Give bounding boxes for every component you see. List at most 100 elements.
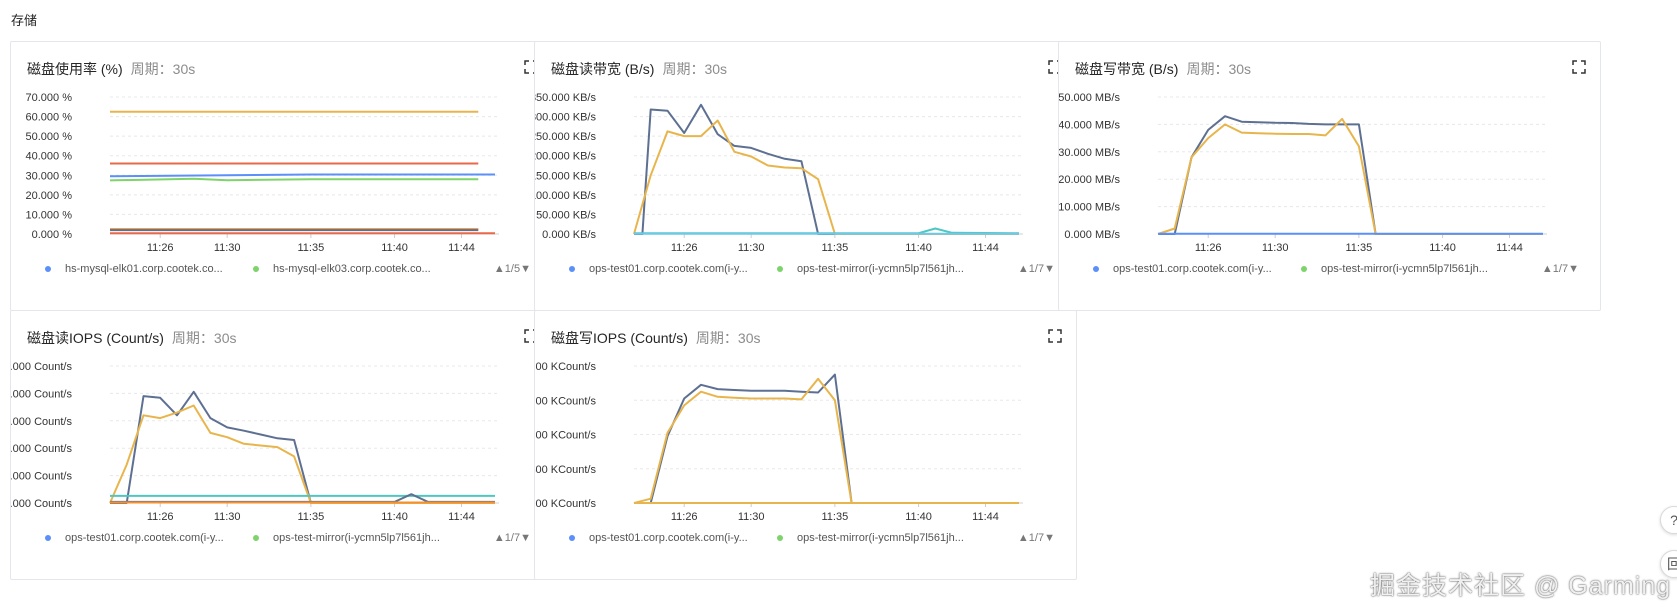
legend-item[interactable]: ops-test01.corp.cootek.com(i-y... (569, 532, 748, 544)
series-line (634, 373, 1019, 504)
x-tick-label: 11:44 (1496, 242, 1523, 254)
y-tick-label: 0.000 % (32, 229, 73, 241)
legend-item[interactable]: ops-test01.corp.cootek.com(i-y... (45, 532, 224, 544)
y-tick-label: 5.000 Count/s (11, 471, 72, 483)
legend-pager[interactable]: ▲1/5▼ (493, 263, 531, 275)
x-tick-label: 11:40 (1429, 242, 1456, 254)
y-tick-label: 250.000 KB/s (535, 131, 596, 143)
panel-disk-read-bandwidth: 磁盘读带宽 (B/s) 周期：30s 0.000 KB/s 50.000 KB/s 1… (534, 41, 1077, 311)
y-tick-label: 100.000 KB/s (535, 190, 596, 202)
x-tick-label: 11:35 (822, 242, 849, 254)
x-tick-label: 11:40 (905, 242, 932, 254)
legend-item[interactable]: hs-mysql-elk03.corp.cootek.co... (253, 263, 431, 275)
section-title: 存储 (11, 13, 38, 28)
panel-disk-write-iops: 磁盘写IOPS (Count/s) 周期：30s 0.000 KCount/s 0.… (534, 310, 1077, 580)
legend-item[interactable]: ops-test-mirror(i-ycmn5lp7l561jh... (253, 532, 440, 544)
series-line (1157, 117, 1543, 235)
y-tick-label: 50.000 KB/s (536, 209, 596, 221)
legend-label: hs-mysql-elk01.corp.cootek.co... (65, 263, 223, 275)
help-button[interactable]: ? (1660, 506, 1677, 534)
x-tick-label: 11:35 (298, 242, 325, 254)
x-tick-label: 11:35 (822, 511, 849, 523)
y-tick-label: 40.000 % (26, 151, 73, 163)
chart-legend: hs-mysql-elk01.corp.cootek.co... hs-mysql… (27, 263, 537, 281)
y-tick-label: 0.000 Count/s (11, 498, 72, 510)
legend-dot-icon (777, 266, 783, 272)
legend-pager[interactable]: ▲1/7▼ (1541, 263, 1579, 275)
period-label: 周期：30s (171, 330, 237, 346)
y-tick-label: 0.000 KCount/s (535, 498, 596, 510)
panel-title-text: 磁盘写IOPS (Count/s) (551, 330, 688, 346)
legend-item[interactable]: ops-test-mirror(i-ycmn5lp7l561jh... (1301, 263, 1488, 275)
y-tick-label: 30.000 % (26, 170, 73, 182)
chart-disk-usage: 0.000 % 10.000 % 20.000 % 30.000 % 40.000 % 5… (26, 92, 499, 254)
chart-legend: ops-test01.corp.cootek.com(i-y... ops-tes… (1075, 263, 1585, 281)
y-tick-label: 200.000 KB/s (535, 151, 596, 163)
x-tick-label: 11:35 (1346, 242, 1373, 254)
x-tick-label: 11:30 (738, 242, 765, 254)
legend-dot-icon (1301, 266, 1307, 272)
x-tick-label: 11:30 (738, 511, 765, 523)
legend-dot-icon (45, 535, 51, 541)
y-tick-label: 20.000 % (26, 190, 73, 202)
period-label: 周期：30s (695, 330, 761, 346)
x-tick-label: 11:40 (381, 511, 408, 523)
x-tick-label: 11:26 (147, 511, 174, 523)
x-tick-label: 11:44 (448, 511, 475, 523)
panel-title-text: 磁盘写带宽 (B/s) (1075, 61, 1179, 77)
x-tick-label: 11:26 (147, 242, 174, 254)
legend-dot-icon (569, 535, 575, 541)
legend-label: ops-test-mirror(i-ycmn5lp7l561jh... (797, 263, 964, 275)
legend-label: hs-mysql-elk03.corp.cootek.co... (273, 263, 431, 275)
chart-disk-read-iops: 0.000 Count/s 5.000 Count/s 10.000 Count/s… (11, 361, 499, 523)
y-tick-label: 20.000 MB/s (1059, 174, 1120, 186)
y-tick-label: 0.000 MB/s (1064, 229, 1120, 241)
panel-title-text: 磁盘读带宽 (B/s) (551, 61, 655, 77)
expand-icon[interactable] (1572, 60, 1586, 74)
y-tick-label: 300.000 KB/s (535, 112, 596, 124)
chart-legend: ops-test01.corp.cootek.com(i-y... ops-tes… (27, 532, 537, 550)
legend-label: ops-test-mirror(i-ycmn5lp7l561jh... (273, 532, 440, 544)
y-tick-label: 50.000 % (26, 131, 73, 143)
legend-pager[interactable]: ▲1/7▼ (1017, 263, 1055, 275)
chart-disk-write-iops: 0.000 KCount/s 0.400 KCount/s 0.800 KCount… (535, 361, 1023, 523)
x-tick-label: 11:26 (671, 511, 698, 523)
y-tick-label: 70.000 % (26, 92, 73, 104)
series-line (110, 390, 495, 504)
x-tick-label: 11:35 (298, 511, 325, 523)
y-tick-label: 350.000 KB/s (535, 92, 596, 104)
legend-label: ops-test01.corp.cootek.com(i-y... (65, 532, 224, 544)
x-tick-label: 11:26 (1195, 242, 1222, 254)
legend-item[interactable]: ops-test01.corp.cootek.com(i-y... (1093, 263, 1272, 275)
series-line (633, 119, 1019, 235)
x-tick-label: 11:30 (1262, 242, 1289, 254)
x-tick-label: 11:44 (972, 511, 999, 523)
legend-pager[interactable]: ▲1/7▼ (493, 532, 531, 544)
legend-item[interactable]: ops-test-mirror(i-ycmn5lp7l561jh... (777, 263, 964, 275)
expand-icon[interactable] (1048, 329, 1062, 343)
y-tick-label: 20.000 Count/s (11, 388, 72, 400)
y-tick-label: 1.200 KCount/s (535, 395, 596, 407)
y-tick-label: 150.000 KB/s (535, 170, 596, 182)
legend-item[interactable]: hs-mysql-elk01.corp.cootek.co... (45, 263, 223, 275)
legend-item[interactable]: ops-test-mirror(i-ycmn5lp7l561jh... (777, 532, 964, 544)
legend-pager[interactable]: ▲1/7▼ (1017, 532, 1055, 544)
y-tick-label: 0.400 KCount/s (535, 464, 596, 476)
legend-dot-icon (253, 535, 259, 541)
x-tick-label: 11:40 (381, 242, 408, 254)
watermark: 掘金技术社区 @ Garming (1370, 572, 1672, 600)
period-label: 周期：30s (662, 61, 728, 77)
y-tick-label: 30.000 MB/s (1059, 147, 1120, 159)
legend-label: ops-test01.corp.cootek.com(i-y... (589, 263, 748, 275)
x-tick-label: 11:30 (214, 242, 241, 254)
legend-label: ops-test-mirror(i-ycmn5lp7l561jh... (1321, 263, 1488, 275)
series-line (1158, 115, 1543, 235)
chart-legend: ops-test01.corp.cootek.com(i-y... ops-tes… (551, 532, 1061, 550)
y-tick-label: 15.000 Count/s (11, 416, 72, 428)
legend-dot-icon (1093, 266, 1099, 272)
legend-item[interactable]: ops-test01.corp.cootek.com(i-y... (569, 263, 748, 275)
legend-label: ops-test01.corp.cootek.com(i-y... (589, 532, 748, 544)
x-tick-label: 11:44 (448, 242, 475, 254)
panel-disk-read-iops: 磁盘读IOPS (Count/s) 周期：30s 0.000 Count/s 5.0… (10, 310, 553, 580)
series-line (634, 227, 1020, 235)
